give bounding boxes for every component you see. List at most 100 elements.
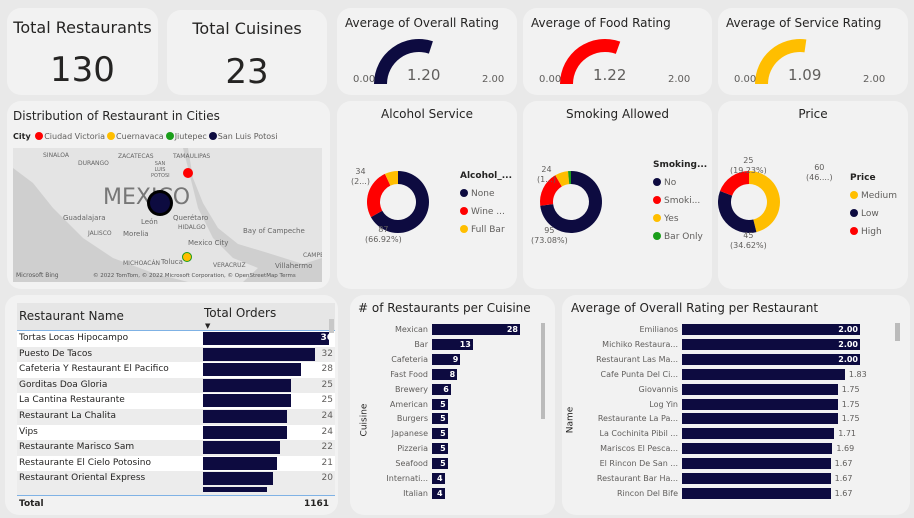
legend-label: Full Bar	[471, 225, 505, 235]
bar[interactable]	[682, 443, 833, 455]
donut-slice[interactable]	[384, 171, 398, 186]
legend-label: Ciudad Victoria	[44, 132, 106, 141]
bar[interactable]	[432, 324, 520, 335]
bar[interactable]	[682, 458, 831, 470]
bar[interactable]	[432, 398, 448, 410]
legend-item[interactable]: Smoki...	[653, 192, 707, 210]
table-row[interactable]: La Cantina Restaurante 25	[17, 393, 335, 409]
chart-scrollbar[interactable]	[541, 323, 545, 419]
cell-total-orders: 21	[321, 457, 333, 468]
label-value: 87	[378, 225, 389, 234]
donut-slice[interactable]	[568, 171, 571, 185]
map-label: SAN LUIS POTOSI	[151, 161, 170, 179]
data-label: 1.67	[834, 459, 853, 469]
legend-item[interactable]: Yes	[653, 210, 707, 228]
category-label: Mariscos El Pesca...	[600, 444, 678, 454]
legend-item[interactable]: Bar Only	[653, 228, 707, 246]
bar[interactable]	[682, 428, 835, 440]
bar[interactable]	[432, 368, 458, 380]
bar[interactable]	[682, 368, 845, 380]
bar[interactable]	[432, 473, 445, 484]
table-row[interactable]: Restaurant Oriental Express 20	[17, 471, 335, 487]
legend-item[interactable]: Wine ...	[460, 203, 512, 221]
bar[interactable]	[682, 383, 838, 395]
kpi-label: Total Cuisines	[192, 19, 302, 38]
donut-slice[interactable]	[370, 171, 429, 233]
legend-label: Jiutepec	[174, 132, 207, 141]
legend-item[interactable]: Low	[850, 205, 897, 223]
legend-item[interactable]: None	[460, 185, 512, 203]
table-row[interactable]: Restaurante El Cielo Potosino 21	[17, 455, 335, 472]
legend-item[interactable]: Medium	[850, 187, 897, 205]
map-bubble-san-luis-potosi[interactable]	[150, 193, 170, 213]
cell-total-orders: 28	[321, 364, 333, 375]
kpi-label: Total Restaurants	[13, 18, 152, 37]
orders-table-card: Restaurant Name Total Orders ▼ Tortas Lo…	[5, 295, 338, 515]
kpi-value: 130	[50, 50, 115, 90]
donut-slice[interactable]	[555, 171, 570, 187]
bar[interactable]	[432, 338, 473, 350]
table-row[interactable]: Puesto De Tacos 32	[17, 346, 335, 363]
legend-item[interactable]: No	[653, 174, 707, 192]
bar[interactable]	[682, 413, 838, 425]
donut-slice[interactable]	[720, 171, 749, 196]
donut-slice[interactable]	[718, 191, 757, 233]
orders-bar	[203, 472, 273, 486]
donut-card: Price 25 (19.23%) 60 (46....) 45 (34.62%) Price…	[718, 101, 908, 289]
donut-slice[interactable]	[540, 171, 602, 233]
legend-item[interactable]: Full Bar	[460, 221, 512, 239]
legend-label: Yes	[664, 214, 679, 224]
donut-slice[interactable]	[749, 171, 780, 233]
map-bubble-cuernavaca[interactable]	[182, 252, 192, 262]
donut-slice[interactable]	[540, 175, 562, 206]
orders-bar	[203, 425, 287, 439]
cell-restaurant-name: Restaurante El Cielo Potosino	[19, 457, 151, 468]
bar[interactable]	[432, 383, 451, 395]
data-label: 5	[440, 429, 446, 439]
bar[interactable]	[682, 324, 860, 335]
legend-item[interactable]: Ciudad Victoria	[35, 132, 105, 141]
bar[interactable]	[682, 338, 860, 350]
table-scrollbar[interactable]	[329, 319, 334, 333]
table-row[interactable]: Vips 24	[17, 424, 335, 441]
map-bubble-ciudad-victoria[interactable]	[183, 168, 193, 178]
header-restaurant-name[interactable]: Restaurant Name	[19, 309, 124, 323]
map[interactable]: SINALOA DURANGO ZACATECAS TAMAULIPAS SAN LUI…	[13, 148, 322, 282]
data-label: 28	[506, 325, 518, 334]
legend-label: Low	[861, 209, 879, 219]
legend-item[interactable]: Cuernavaca	[107, 132, 164, 141]
category-label: Cafeteria	[391, 354, 428, 364]
gauge-arc	[374, 39, 433, 84]
sort-desc-icon[interactable]: ▼	[205, 322, 211, 330]
bar[interactable]	[432, 443, 448, 455]
table-row[interactable]: Restaurant La Chalita 24	[17, 408, 335, 425]
bar[interactable]	[432, 458, 448, 470]
table-row[interactable]: Cafeteria Y Restaurant El Pacifico 28	[17, 362, 335, 378]
label-percent: (66.92%)	[365, 235, 402, 244]
bar[interactable]	[432, 487, 445, 499]
header-total-orders[interactable]: Total Orders	[204, 306, 277, 320]
bar[interactable]	[432, 428, 448, 440]
legend-item[interactable]: San Luis Potosi	[208, 132, 278, 141]
map-label: Toluca	[161, 258, 183, 266]
donut-slice[interactable]	[367, 173, 391, 218]
table-row[interactable]: Tortas Locas Hipocampo 36	[17, 331, 335, 347]
map-copyright[interactable]: © 2022 TomTom, © 2022 Microsoft Corporat…	[93, 273, 296, 279]
chart-scrollbar[interactable]	[895, 323, 900, 341]
table-row[interactable]: Restaurante Marisco Sam 22	[17, 440, 335, 456]
legend-item[interactable]: High	[850, 223, 897, 241]
bar[interactable]	[432, 413, 448, 425]
map-label: MICHOACÁN	[123, 260, 161, 267]
legend-title: City	[13, 132, 31, 141]
label-percent: (1...)	[537, 175, 556, 184]
gauge-title: Average of Food Rating	[531, 16, 671, 30]
bar[interactable]	[432, 353, 461, 365]
legend-label: None	[471, 189, 495, 199]
bar[interactable]	[682, 487, 831, 499]
table-row[interactable]: Gorditas Doa Gloria 25	[17, 377, 335, 394]
bar[interactable]	[682, 398, 838, 410]
bar[interactable]	[682, 473, 831, 484]
bar[interactable]	[682, 353, 860, 365]
label-percent: (2...)	[351, 177, 370, 186]
legend-item[interactable]: Jiutepec	[165, 132, 207, 141]
